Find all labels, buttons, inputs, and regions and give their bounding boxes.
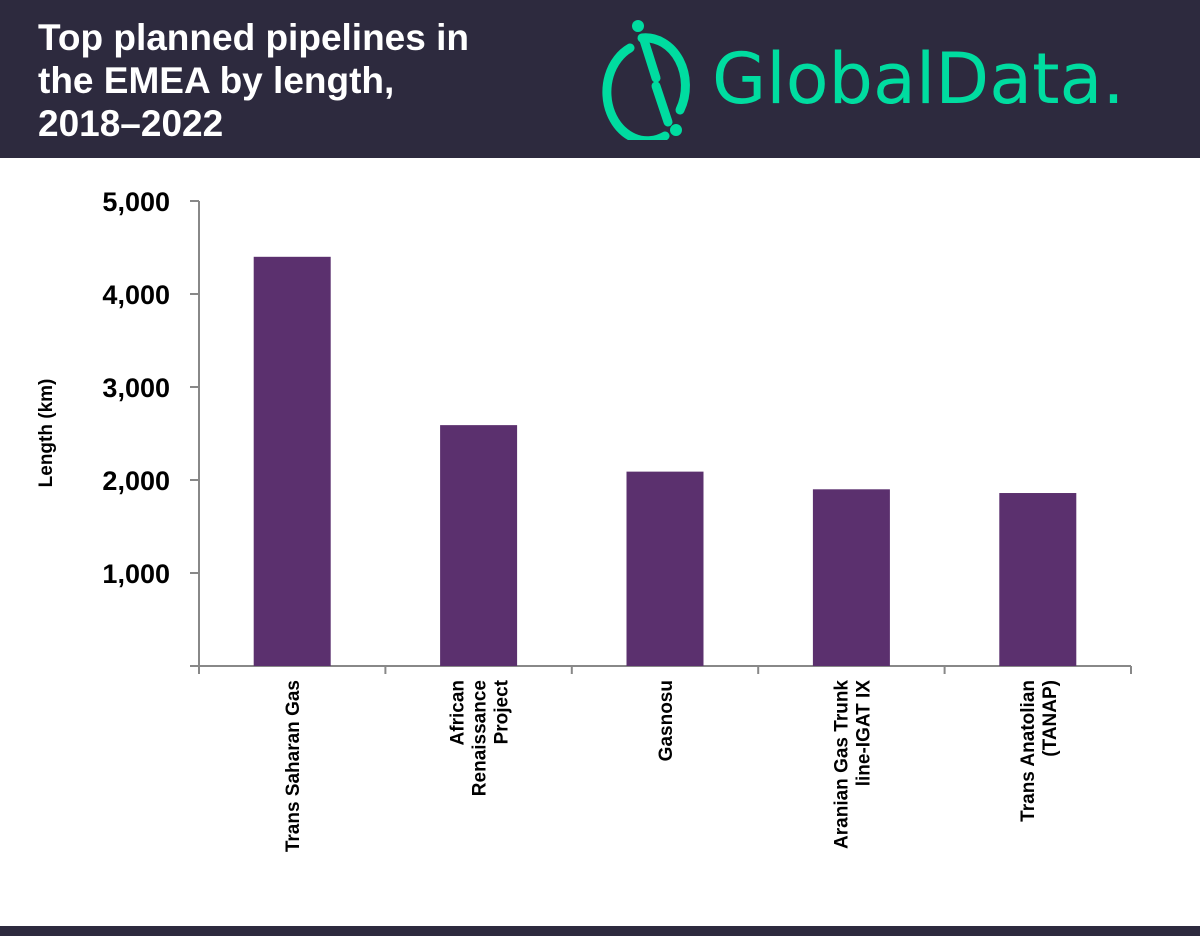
bar (812, 489, 890, 666)
x-tick-label: Aranian Gas Trunk (831, 680, 852, 849)
x-tick-label: African (448, 680, 469, 745)
x-tick-label: (TANAP) (1040, 680, 1061, 757)
bar (999, 493, 1077, 666)
x-tick-label: Renaissance (470, 680, 491, 796)
x-tick-label: Trans Anatolian (1018, 680, 1039, 822)
y-tick-label: 2,000 (102, 466, 170, 496)
logo-text: GlobalData. (712, 38, 1125, 120)
y-tick-label: 4,000 (102, 280, 170, 310)
bar (253, 256, 331, 666)
x-tick-label: Gasnosu (656, 680, 677, 761)
chart-title: Top planned pipelines in the EMEA by len… (38, 16, 578, 145)
y-axis-label: Length (km) (36, 379, 57, 488)
bar (626, 471, 704, 666)
bar (440, 425, 518, 666)
y-tick-label: 1,000 (102, 559, 170, 589)
y-tick-label: 5,000 (102, 187, 170, 217)
header: Top planned pipelines in the EMEA by len… (0, 0, 1200, 158)
title-line: the EMEA by length, (38, 60, 395, 101)
bar-chart: Length (km) 1,000 2,000 3,000 4,000 5,000 Tra… (36, 187, 1132, 852)
title-line: Top planned pipelines in (38, 17, 469, 58)
footer-bar (0, 926, 1200, 936)
x-tick-label: line-IGAT IX (853, 680, 874, 787)
x-tick-label: Trans Saharan Gas (283, 680, 304, 852)
title-line: 2018–2022 (38, 103, 224, 144)
globaldata-logo: GlobalData. (602, 20, 1125, 140)
x-tick-label: Project (492, 679, 513, 744)
y-tick-label: 3,000 (102, 373, 170, 403)
